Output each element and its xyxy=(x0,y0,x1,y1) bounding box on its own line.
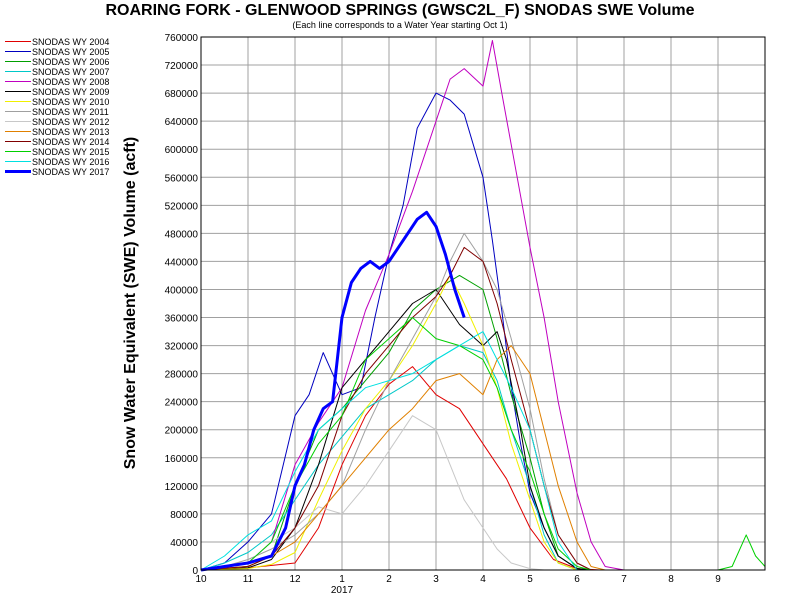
legend-swatch xyxy=(5,141,31,142)
x-tick-label: 3 xyxy=(433,574,439,585)
legend-swatch xyxy=(5,121,31,122)
legend-swatch xyxy=(5,161,31,162)
y-tick-label: 400000 xyxy=(165,285,199,296)
x-tick-label: 5 xyxy=(527,574,533,585)
legend-label: SNODAS WY 2004 xyxy=(32,37,110,47)
x-tick-label: 1 xyxy=(339,574,345,585)
y-tick-label: 200000 xyxy=(165,426,199,437)
legend-label: SNODAS WY 2017 xyxy=(32,167,110,177)
legend-label: SNODAS WY 2007 xyxy=(32,67,110,77)
legend-swatch xyxy=(5,101,31,102)
plot-frame xyxy=(200,36,766,571)
y-tick-label: 600000 xyxy=(165,145,199,156)
legend-swatch xyxy=(5,41,31,42)
x-tick-label: 10 xyxy=(195,574,207,585)
y-tick-label: 120000 xyxy=(165,482,199,493)
legend-item: SNODAS WY 2016 xyxy=(5,157,130,167)
x-tick-label: 7 xyxy=(621,574,627,585)
legend-label: SNODAS WY 2011 xyxy=(32,107,109,117)
chart-subtitle: (Each line corresponds to a Water Year s… xyxy=(292,20,508,30)
legend-label: SNODAS WY 2014 xyxy=(32,137,110,147)
y-tick-label: 80000 xyxy=(170,510,198,521)
legend-swatch xyxy=(5,111,31,112)
legend-swatch xyxy=(5,81,31,82)
y-tick-label: 640000 xyxy=(165,117,199,128)
series-line xyxy=(200,345,606,571)
y-axis-label: Snow Water Equivalent (SWE) Volume (acft… xyxy=(122,137,139,469)
legend-item: SNODAS WY 2017 xyxy=(5,167,130,177)
y-tick-label: 280000 xyxy=(165,370,199,381)
legend: SNODAS WY 2004 SNODAS WY 2005 SNODAS WY 20… xyxy=(5,37,130,177)
legend-swatch xyxy=(5,61,31,62)
legend-item: SNODAS WY 2015 xyxy=(5,147,130,157)
legend-item: SNODAS WY 2010 xyxy=(5,97,130,107)
legend-swatch xyxy=(5,151,31,152)
legend-swatch xyxy=(5,170,31,173)
series-line xyxy=(200,92,592,571)
y-tick-label: 760000 xyxy=(165,33,199,44)
legend-swatch xyxy=(5,51,31,52)
series-line xyxy=(200,317,766,571)
series-line xyxy=(200,415,545,571)
y-tick-label: 440000 xyxy=(165,257,199,268)
legend-item: SNODAS WY 2006 xyxy=(5,57,130,67)
legend-item: SNODAS WY 2009 xyxy=(5,87,130,97)
series-line xyxy=(200,366,601,571)
y-tick-label: 240000 xyxy=(165,398,199,409)
legend-item: SNODAS WY 2008 xyxy=(5,77,130,87)
y-tick-label: 320000 xyxy=(165,342,199,353)
legend-label: SNODAS WY 2006 xyxy=(32,57,110,67)
legend-label: SNODAS WY 2010 xyxy=(32,97,110,107)
series-lines xyxy=(200,40,766,572)
y-tick-label: 160000 xyxy=(165,454,199,465)
x-tick-label: 11 xyxy=(243,574,254,585)
y-tick-label: 680000 xyxy=(165,89,199,100)
legend-swatch xyxy=(5,131,31,132)
x-tick-label: 6 xyxy=(574,574,580,585)
y-tick-label: 520000 xyxy=(165,201,199,212)
legend-item: SNODAS WY 2007 xyxy=(5,67,130,77)
legend-item: SNODAS WY 2012 xyxy=(5,117,130,127)
y-tick-label: 560000 xyxy=(165,173,199,184)
y-tick-label: 40000 xyxy=(170,538,198,549)
y-tick-label: 720000 xyxy=(165,61,199,72)
y-tick-label: 0 xyxy=(192,566,198,577)
x-tick-label: 8 xyxy=(668,574,674,585)
x-tick-label: 2 xyxy=(386,574,392,585)
legend-swatch xyxy=(5,91,31,92)
series-line xyxy=(200,289,592,571)
x-tick-label: 9 xyxy=(715,574,721,585)
series-line xyxy=(200,331,578,571)
legend-label: SNODAS WY 2008 xyxy=(32,77,110,87)
legend-label: SNODAS WY 2009 xyxy=(32,87,110,97)
chart-title: ROARING FORK - GLENWOOD SPRINGS (GWSC2L_… xyxy=(105,2,695,19)
legend-item: SNODAS WY 2011 xyxy=(5,107,130,117)
legend-item: SNODAS WY 2004 xyxy=(5,37,130,47)
legend-swatch xyxy=(5,71,31,72)
series-line xyxy=(200,210,466,572)
y-tick-labels: 0 40000 80000 120000 160000 200000 240000 28000… xyxy=(165,33,199,577)
x-tick-label: 4 xyxy=(480,574,486,585)
legend-item: SNODAS WY 2005 xyxy=(5,47,130,57)
y-tick-label: 360000 xyxy=(165,314,199,325)
x-tick-label: 12 xyxy=(289,574,301,585)
legend-label: SNODAS WY 2015 xyxy=(32,147,110,157)
legend-label: SNODAS WY 2012 xyxy=(32,117,110,127)
legend-item: SNODAS WY 2014 xyxy=(5,137,130,147)
y-tick-label: 480000 xyxy=(165,229,199,240)
legend-label: SNODAS WY 2013 xyxy=(32,127,110,137)
series-line xyxy=(200,274,578,571)
legend-label: SNODAS WY 2016 xyxy=(32,157,110,167)
x-year-label: 2017 xyxy=(331,585,354,596)
legend-item: SNODAS WY 2013 xyxy=(5,127,130,137)
legend-label: SNODAS WY 2005 xyxy=(32,47,110,57)
